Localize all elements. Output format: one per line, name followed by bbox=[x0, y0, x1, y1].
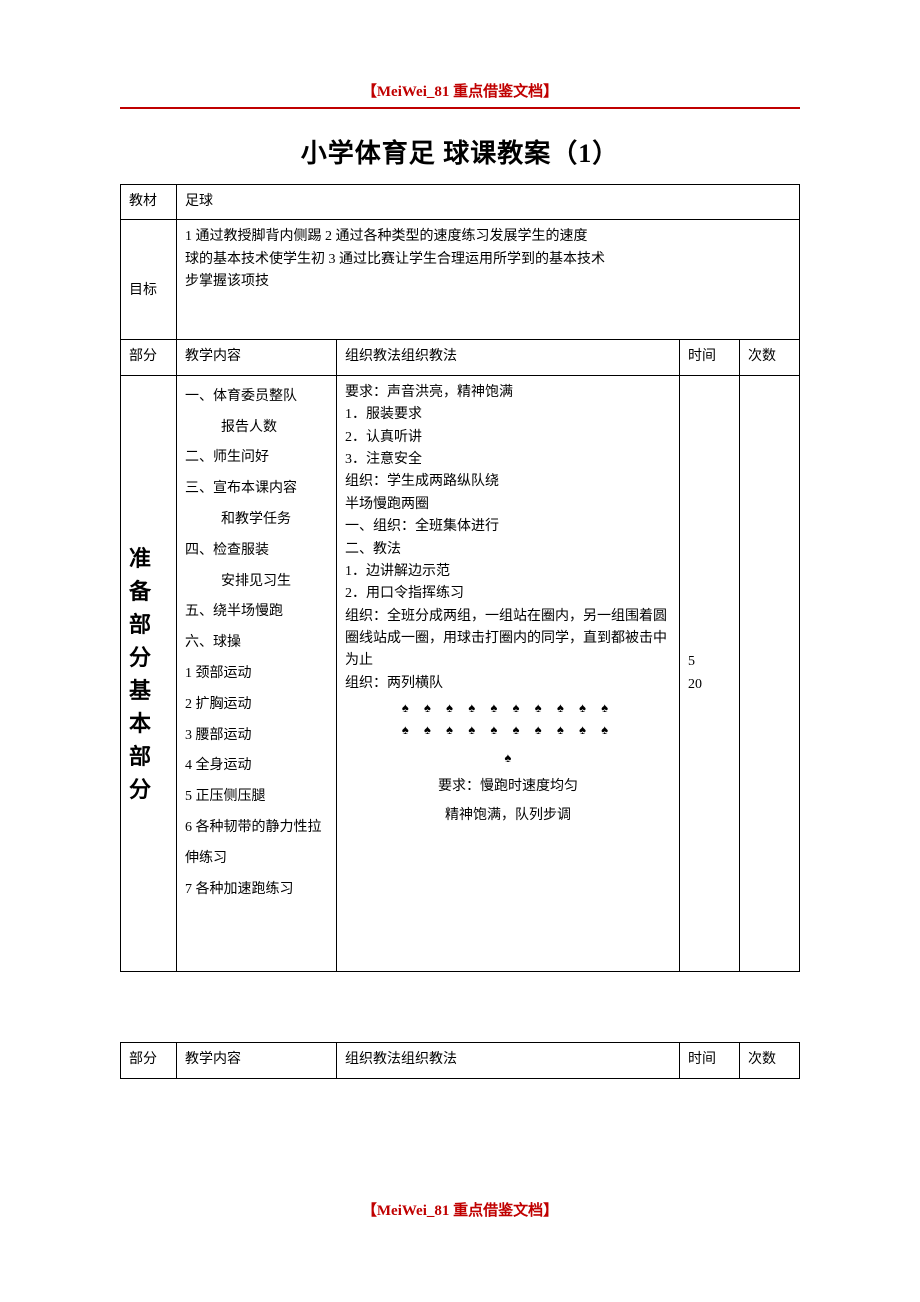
content-line: 四、检查服装 bbox=[185, 536, 328, 567]
header-content: 教学内容 bbox=[177, 340, 337, 375]
page-title: 小学体育足 球课教案（1） bbox=[120, 133, 800, 170]
content-line: 五、绕半场慢跑 bbox=[185, 597, 328, 628]
content-line: 2 扩胸运动 bbox=[185, 690, 328, 721]
content-line: 5 正压侧压腿 bbox=[185, 782, 328, 813]
method-line: 3．注意安全 bbox=[345, 449, 671, 471]
method-line: 一、组织：全班集体进行 bbox=[345, 516, 671, 538]
formation-row-icon: ♠ ♠ ♠ ♠ ♠ ♠ ♠ ♠ ♠ ♠ bbox=[345, 699, 671, 717]
method-line: 半场慢跑两圈 bbox=[345, 494, 671, 516]
goal-label: 目标 bbox=[121, 220, 177, 340]
content-line: 4 全身运动 bbox=[185, 751, 328, 782]
table-row: 教材 足球 bbox=[121, 185, 800, 220]
requirement-line: 精神饱满，队列步调 bbox=[345, 805, 671, 827]
content-line: 1 颈部运动 bbox=[185, 659, 328, 690]
header-part: 部分 bbox=[121, 340, 177, 375]
material-label: 教材 bbox=[121, 185, 177, 220]
header-count: 次数 bbox=[740, 340, 800, 375]
requirement-line: 要求：慢跑时速度均匀 bbox=[345, 776, 671, 798]
method-cell: 要求：声音洪亮，精神饱满 1．服装要求 2．认真听讲 3．注意安全 组织：学生成… bbox=[337, 375, 680, 972]
material-value: 足球 bbox=[177, 185, 800, 220]
method-line: 二、教法 bbox=[345, 539, 671, 561]
lesson-plan-table: 教材 足球 目标 1 通过教授脚背内侧踢 2 通过各种类型的速度练习发展学生的速… bbox=[120, 184, 800, 972]
method-line: 组织：学生成两路纵队绕 bbox=[345, 471, 671, 493]
content-line: 六、球操 bbox=[185, 628, 328, 659]
time-cell: 5 20 bbox=[680, 375, 740, 972]
header-part: 部分 bbox=[121, 1043, 177, 1078]
method-line: 要求：声音洪亮，精神饱满 bbox=[345, 382, 671, 404]
content-line: 和教学任务 bbox=[185, 505, 328, 536]
header-label: 【MeiWei_81 重点借鉴文档】 bbox=[120, 80, 800, 101]
header-time: 时间 bbox=[680, 1043, 740, 1078]
content-line: 报告人数 bbox=[185, 413, 328, 444]
header-underline bbox=[120, 107, 800, 109]
content-line: 7 各种加速跑练习 bbox=[185, 875, 328, 906]
section-label-cell: 准 备 部 分 基 本 部 分 bbox=[121, 375, 177, 972]
goal-value: 1 通过教授脚背内侧踢 2 通过各种类型的速度练习发展学生的速度 球的基本技术使… bbox=[177, 220, 800, 340]
method-line: 组织：全班分成两组，一组站在圈内，另一组围着圆圈线站成一圈，用球击打圈内的同学，… bbox=[345, 606, 671, 673]
content-line: 6 各种韧带的静力性拉 bbox=[185, 813, 328, 844]
method-line: 2．认真听讲 bbox=[345, 427, 671, 449]
table-row: 部分 教学内容 组织教法组织教法 时间 次数 bbox=[121, 340, 800, 375]
table-row: 目标 1 通过教授脚背内侧踢 2 通过各种类型的速度练习发展学生的速度 球的基本… bbox=[121, 220, 800, 340]
footer-label: 【MeiWei_81 重点借鉴文档】 bbox=[120, 1199, 800, 1220]
method-line: 1．边讲解边示范 bbox=[345, 561, 671, 583]
method-line: 2．用口令指挥练习 bbox=[345, 583, 671, 605]
method-line: 组织：两列横队 bbox=[345, 673, 671, 695]
continuation-table: 部分 教学内容 组织教法组织教法 时间 次数 bbox=[120, 1042, 800, 1078]
content-line: 3 腰部运动 bbox=[185, 721, 328, 752]
section-label: 准 备 部 分 基 本 部 分 bbox=[129, 542, 168, 806]
table-row: 部分 教学内容 组织教法组织教法 时间 次数 bbox=[121, 1043, 800, 1078]
teaching-content-cell: 一、体育委员整队 报告人数 二、师生问好 三、宣布本课内容 和教学任务 四、检查… bbox=[177, 375, 337, 972]
content-line: 一、体育委员整队 bbox=[185, 382, 328, 413]
content-line: 二、师生问好 bbox=[185, 443, 328, 474]
table-row: 准 备 部 分 基 本 部 分 一、体育委员整队 报告人数 二、师生问好 三、宣… bbox=[121, 375, 800, 972]
count-cell bbox=[740, 375, 800, 972]
formation-single-icon: ♠ bbox=[345, 748, 671, 769]
header-content: 教学内容 bbox=[177, 1043, 337, 1078]
header-count: 次数 bbox=[740, 1043, 800, 1078]
header-method: 组织教法组织教法 bbox=[337, 340, 680, 375]
content-line: 三、宣布本课内容 bbox=[185, 474, 328, 505]
header-method: 组织教法组织教法 bbox=[337, 1043, 680, 1078]
formation-row-icon: ♠ ♠ ♠ ♠ ♠ ♠ ♠ ♠ ♠ ♠ bbox=[345, 721, 671, 739]
method-line: 1．服装要求 bbox=[345, 404, 671, 426]
content-line: 伸练习 bbox=[185, 844, 328, 875]
header-time: 时间 bbox=[680, 340, 740, 375]
content-line: 安排见习生 bbox=[185, 567, 328, 598]
